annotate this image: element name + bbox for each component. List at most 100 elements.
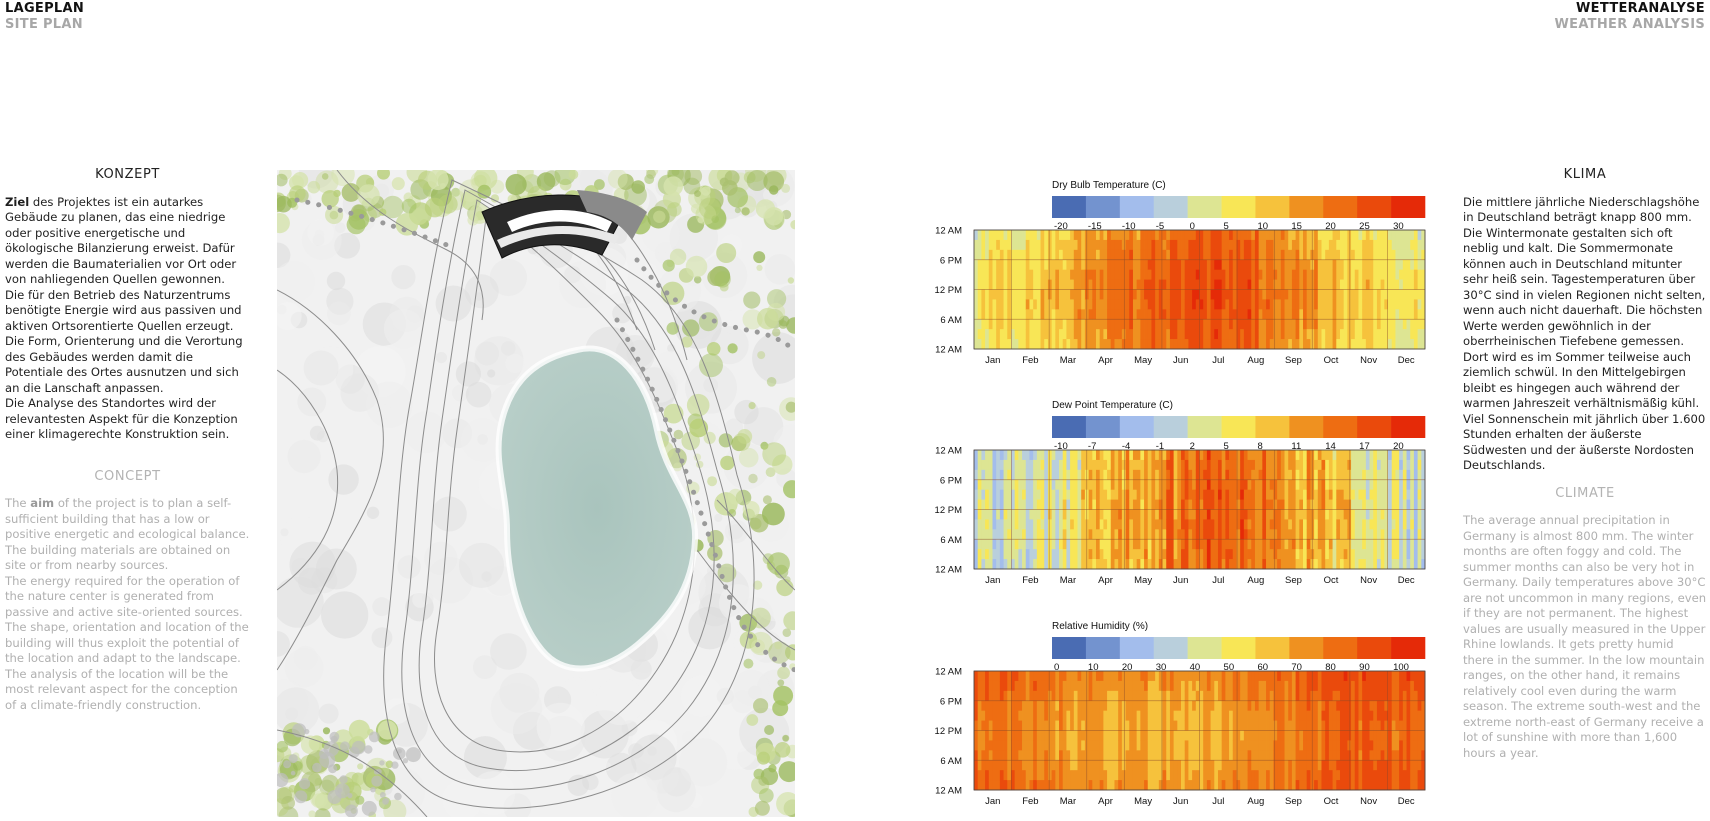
- heat-cell: [1004, 280, 1008, 290]
- heat-cell: [1336, 740, 1340, 750]
- heat-cell: [1325, 470, 1329, 480]
- x-tick-label: Jan: [985, 355, 1000, 366]
- heat-cell: [1018, 559, 1022, 569]
- heat-cell: [1307, 270, 1311, 280]
- heat-cell: [1063, 309, 1067, 319]
- heat-cell: [1107, 701, 1111, 711]
- heat-cell: [1192, 711, 1196, 721]
- chart-title: Dry Bulb Temperature (C): [1052, 180, 1166, 191]
- heat-cell: [1089, 721, 1093, 731]
- heat-cell: [1044, 309, 1048, 319]
- heat-cell: [1126, 721, 1130, 731]
- heat-cell: [1403, 490, 1407, 500]
- heat-cell: [1259, 711, 1263, 721]
- heat-cell: [1414, 500, 1418, 510]
- heat-cell: [1151, 230, 1155, 240]
- heat-cell: [1163, 770, 1167, 780]
- heat-cell: [989, 671, 993, 681]
- heat-cell: [1381, 339, 1385, 349]
- y-tick-label: 12 PM: [935, 505, 963, 516]
- heat-cell: [1244, 671, 1248, 681]
- heat-cell: [1218, 460, 1222, 470]
- heat-cell: [1066, 529, 1070, 539]
- heat-cell: [1048, 740, 1052, 750]
- heat-cell: [985, 750, 989, 760]
- heat-cell: [1355, 460, 1359, 470]
- heat-cell: [1303, 500, 1307, 510]
- heat-cell: [1240, 329, 1244, 339]
- heat-cell: [1347, 460, 1351, 470]
- heat-cell: [1403, 250, 1407, 260]
- heat-cell: [1059, 470, 1063, 480]
- heat-cell: [1225, 240, 1229, 250]
- heat-cell: [1410, 280, 1414, 290]
- heat-cell: [1166, 750, 1170, 760]
- heat-cell: [1366, 240, 1370, 250]
- heat-cell: [1366, 270, 1370, 280]
- heat-cell: [978, 250, 982, 260]
- heat-cell: [1052, 309, 1056, 319]
- heat-cell: [1177, 339, 1181, 349]
- heat-cell: [1048, 750, 1052, 760]
- heat-cell: [1181, 260, 1185, 270]
- heat-cell: [1244, 539, 1248, 549]
- heat-cell: [1329, 290, 1333, 300]
- heat-cell: [1015, 339, 1019, 349]
- tree-canopy: [722, 180, 738, 196]
- terrain-patch: [436, 352, 447, 363]
- heat-cell: [978, 490, 982, 500]
- heat-cell: [1052, 290, 1056, 300]
- heat-cell: [978, 549, 982, 559]
- heat-cell: [1129, 309, 1133, 319]
- heat-cell: [1273, 299, 1277, 309]
- heat-cell: [1255, 319, 1259, 329]
- heat-cell: [1026, 539, 1030, 549]
- heat-cell: [1026, 701, 1030, 711]
- heat-cell: [1288, 260, 1292, 270]
- heat-cell: [1111, 290, 1115, 300]
- heat-cell: [1188, 490, 1192, 500]
- heat-cell: [1015, 270, 1019, 280]
- heat-cell: [1103, 770, 1107, 780]
- heat-cell: [1103, 480, 1107, 490]
- heat-cell: [989, 549, 993, 559]
- heat-cell: [1355, 240, 1359, 250]
- heat-cell: [1259, 329, 1263, 339]
- heat-cell: [1070, 260, 1074, 270]
- heat-cell: [1137, 450, 1141, 460]
- heat-cell: [1103, 740, 1107, 750]
- heat-cell: [1048, 270, 1052, 280]
- heat-cell: [989, 460, 993, 470]
- heat-cell: [1155, 290, 1159, 300]
- heat-cell: [1033, 691, 1037, 701]
- heat-cell: [1037, 250, 1041, 260]
- heat-cell: [1373, 290, 1377, 300]
- tree-canopy: [289, 785, 297, 793]
- heat-cell: [1307, 450, 1311, 460]
- heat-cell: [1155, 270, 1159, 280]
- heat-cell: [1177, 309, 1181, 319]
- heat-cell: [1314, 470, 1318, 480]
- heat-cell: [1170, 480, 1174, 490]
- heat-cell: [1100, 701, 1104, 711]
- heat-cell: [1096, 691, 1100, 701]
- heat-cell: [1055, 549, 1059, 559]
- heat-cell: [1137, 309, 1141, 319]
- heat-cell: [1129, 701, 1133, 711]
- heat-cell: [1292, 339, 1296, 349]
- heat-cell: [1299, 329, 1303, 339]
- heat-cell: [1177, 490, 1181, 500]
- heat-cell: [1384, 339, 1388, 349]
- heat-cell: [1096, 339, 1100, 349]
- heat-cell: [1410, 270, 1414, 280]
- heat-cell: [1203, 500, 1207, 510]
- heat-cell: [1037, 770, 1041, 780]
- heat-cell: [1266, 559, 1270, 569]
- heat-cell: [1336, 559, 1340, 569]
- heat-cell: [1155, 559, 1159, 569]
- heat-cell: [1170, 460, 1174, 470]
- heat-cell: [1307, 299, 1311, 309]
- heat-cell: [1118, 711, 1122, 721]
- heat-cell: [1229, 319, 1233, 329]
- heat-cell: [1418, 329, 1422, 339]
